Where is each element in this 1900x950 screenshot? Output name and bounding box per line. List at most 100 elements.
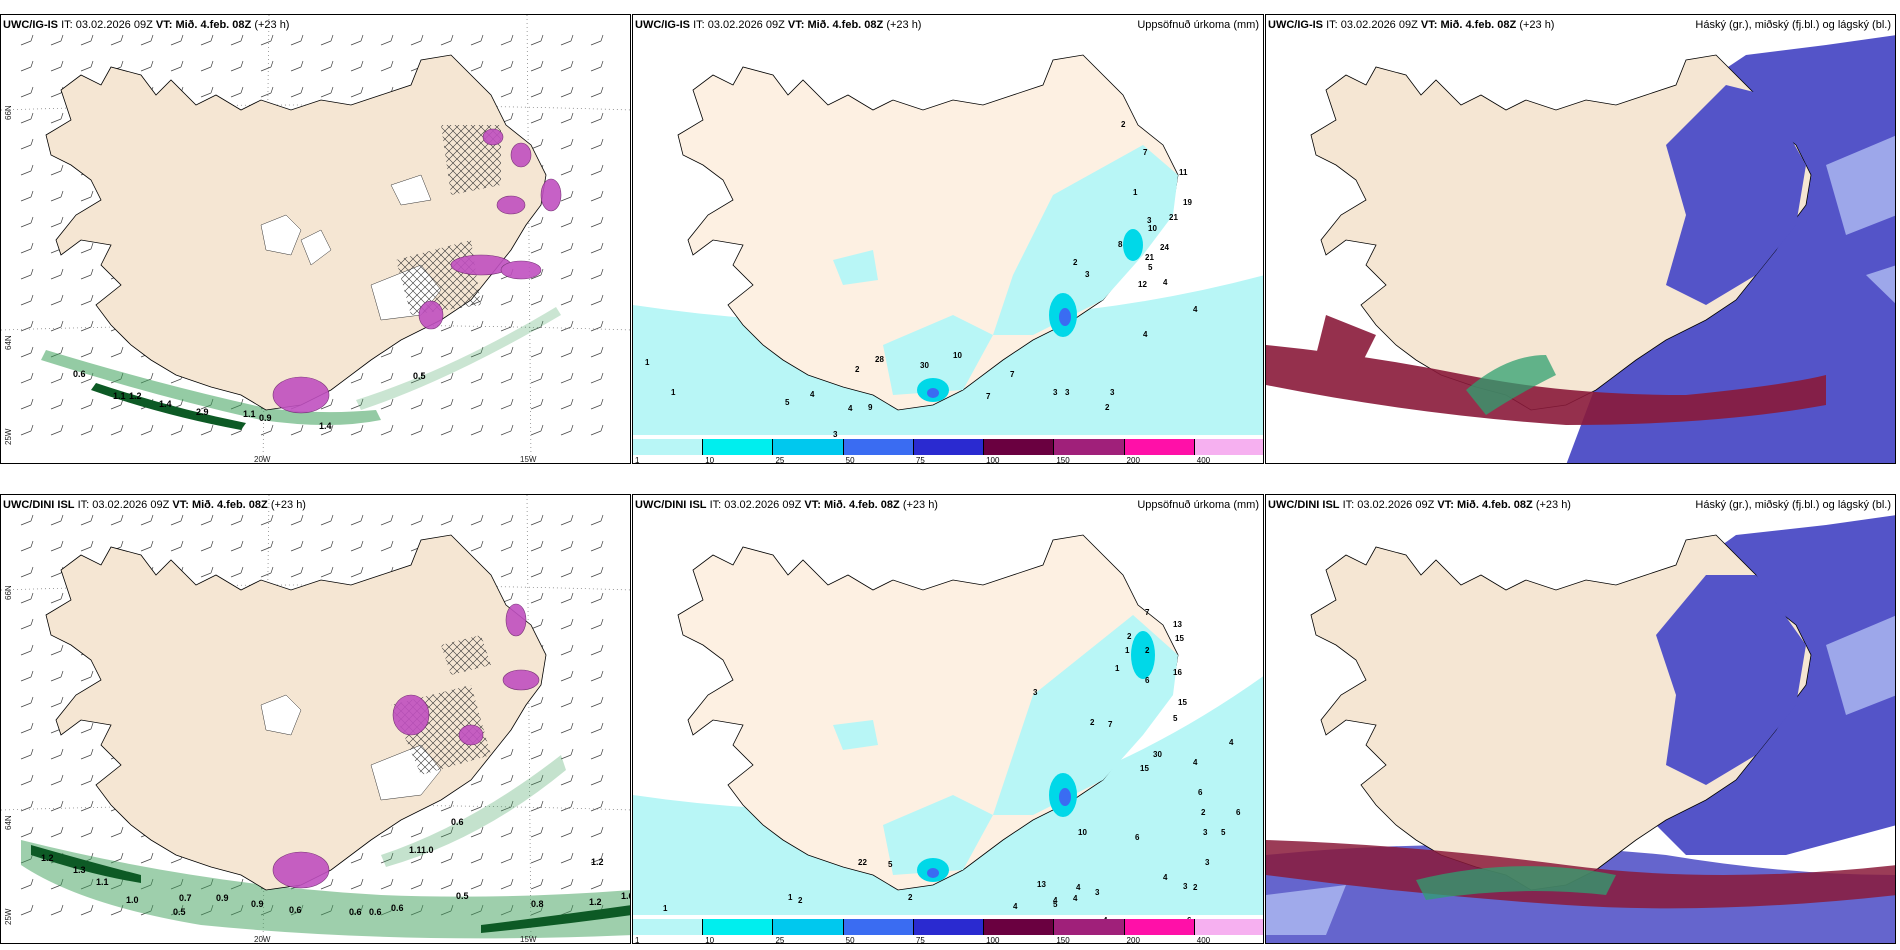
colorbar-label: 200	[1126, 936, 1140, 944]
ig-wind-panel: 0.6 1.1 1.2 1.4 2.9 1.1 0.9 1.4 0.5 UWC/IG-IS IT…	[0, 14, 631, 464]
wind-barb	[350, 566, 364, 578]
wind-barb	[560, 60, 574, 72]
wind-barb	[80, 346, 94, 358]
green-band	[21, 755, 630, 939]
wind-barb	[500, 398, 514, 410]
wind-barb	[20, 320, 34, 332]
value-label: 0.5	[413, 371, 426, 381]
wind-barb	[290, 60, 304, 72]
wind-barb	[590, 320, 604, 332]
wind-barb	[530, 878, 544, 890]
wind-barb	[80, 800, 94, 812]
wind-barb	[590, 242, 604, 254]
wind-barb	[290, 34, 304, 46]
value-label: 2	[1145, 646, 1150, 655]
colorbar-segment	[633, 919, 704, 935]
colorbar-label: 150	[1056, 456, 1070, 464]
wind-barb	[590, 112, 604, 124]
wind-barb	[530, 424, 544, 436]
wind-barb	[560, 320, 574, 332]
wind-barb	[290, 566, 304, 578]
wind-barb	[20, 424, 34, 436]
wind-barb	[500, 86, 514, 98]
value-label: 0.8	[531, 899, 544, 909]
colorbar-label: 50	[845, 936, 855, 944]
value-label: 2.9	[196, 407, 209, 417]
wind-barb	[320, 60, 334, 72]
wind-barb	[560, 86, 574, 98]
value-label: 2	[855, 365, 860, 374]
lat-label-66n: 66N	[4, 105, 13, 120]
value-label: 0.7	[179, 893, 192, 903]
wind-barb	[380, 878, 394, 890]
wind-barb	[470, 372, 484, 384]
value-label: 6	[1135, 833, 1140, 842]
wind-barb	[260, 60, 274, 72]
wind-barb	[380, 540, 394, 552]
wind-barb	[530, 346, 544, 358]
value-label: 15	[1140, 764, 1149, 773]
wind-barb	[80, 540, 94, 552]
wind-barb	[530, 294, 544, 306]
wind-barb	[350, 878, 364, 890]
value-label: 1.2	[589, 897, 602, 907]
wind-barb	[80, 774, 94, 786]
wind-barb	[500, 320, 514, 332]
ig-precip-colorbar: 1 10 25 50 75 100 150 200 400	[633, 439, 1263, 463]
value-label: 1.3	[73, 865, 86, 875]
wind-barb	[380, 34, 394, 46]
wind-barb	[350, 86, 364, 98]
value-label: 5	[1173, 714, 1178, 723]
wind-barb	[50, 696, 64, 708]
colorbar-segment	[1194, 919, 1263, 935]
wind-barb	[80, 904, 94, 916]
wind-barb	[410, 34, 424, 46]
wind-barb	[20, 566, 34, 578]
value-label: 6	[1145, 676, 1150, 685]
value-label: 1.2	[591, 857, 604, 867]
colorbar-label: 200	[1126, 456, 1140, 464]
wind-barb	[470, 774, 484, 786]
value-label: 1.1	[113, 391, 126, 401]
wind-barb	[470, 34, 484, 46]
wind-barb	[290, 514, 304, 526]
wind-barb	[140, 60, 154, 72]
wind-barb	[110, 346, 124, 358]
wind-barb	[560, 216, 574, 228]
wind-barb	[590, 138, 604, 150]
wind-barb	[440, 34, 454, 46]
value-label: 24	[1160, 243, 1169, 252]
wind-barb	[560, 774, 574, 786]
wind-barb	[20, 618, 34, 630]
wind-barb	[50, 320, 64, 332]
wind-barb	[50, 592, 64, 604]
dini-cloud-panel: UWC/DINI ISL IT: 03.02.2026 09Z VT: Mið.…	[1265, 494, 1896, 944]
value-label: 1.2	[41, 853, 54, 863]
wind-barb	[140, 852, 154, 864]
wind-barb	[20, 398, 34, 410]
value-label: 0.5	[173, 907, 186, 917]
value-label: 1	[1115, 664, 1120, 673]
wind-barb	[590, 514, 604, 526]
wind-barb	[590, 424, 604, 436]
wind-barb	[110, 826, 124, 838]
wind-barb	[530, 800, 544, 812]
wind-barb	[260, 424, 274, 436]
wind-barb	[50, 372, 64, 384]
wind-barb	[470, 826, 484, 838]
value-label: 6	[1236, 808, 1241, 817]
colorbar-label: 150	[1056, 936, 1070, 944]
value-label: 1	[1125, 646, 1130, 655]
wind-barb	[290, 424, 304, 436]
lon-label-15w: 15W	[520, 935, 537, 944]
value-label: 5	[785, 398, 790, 407]
value-label: 3	[1205, 858, 1210, 867]
dini-precip-title: UWC/DINI ISL IT: 03.02.2026 09Z VT: Mið.…	[635, 499, 938, 511]
wind-barb	[50, 540, 64, 552]
colorbar-segment	[913, 439, 985, 455]
wind-barb	[530, 34, 544, 46]
wind-barb	[80, 748, 94, 760]
wind-barb	[410, 514, 424, 526]
wind-barb	[320, 398, 334, 410]
dini-precip-right-title: Uppsöfnuð úrkoma (mm)	[1137, 499, 1259, 511]
